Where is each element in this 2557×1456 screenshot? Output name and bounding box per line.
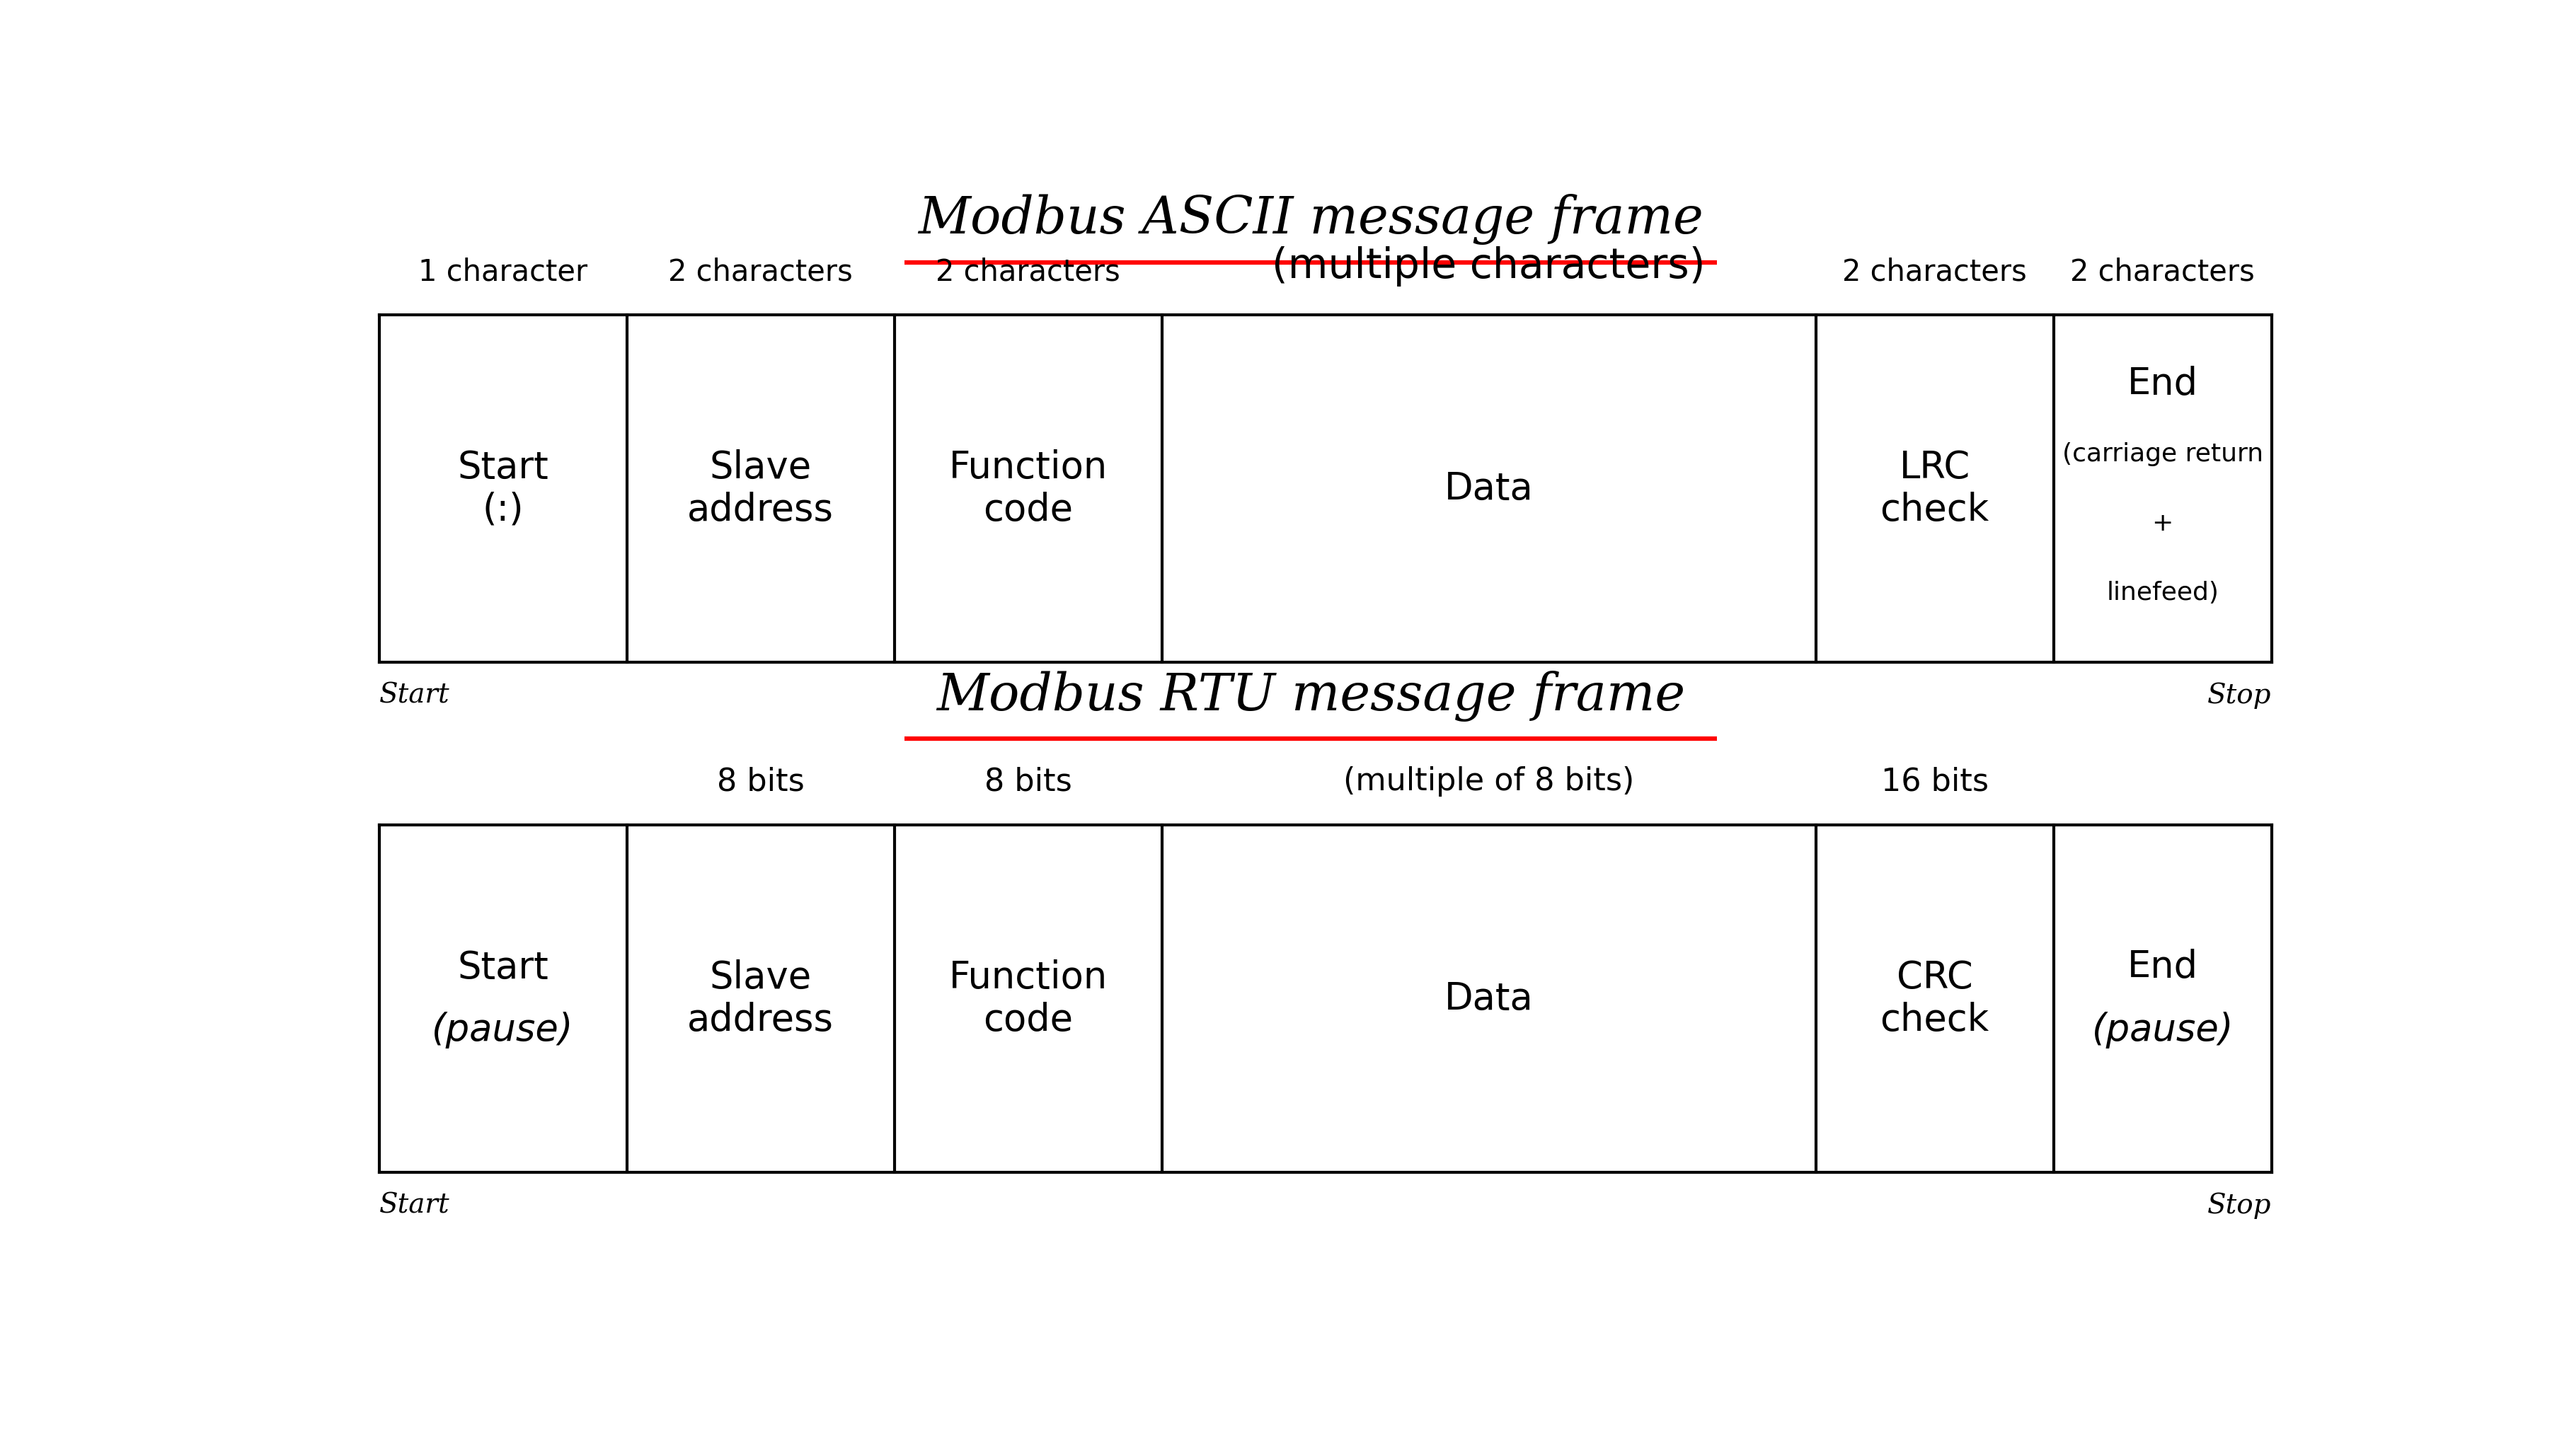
Text: Data: Data (1445, 980, 1534, 1018)
Text: 2 characters: 2 characters (1844, 258, 2028, 287)
Text: (multiple characters): (multiple characters) (1271, 246, 1706, 287)
Text: 8 bits: 8 bits (984, 766, 1071, 796)
Text: Start
(:): Start (:) (458, 448, 550, 529)
Text: Function
code: Function code (949, 960, 1107, 1038)
Text: Stop: Stop (2207, 683, 2271, 709)
Text: 1 character: 1 character (419, 258, 588, 287)
Text: (carriage return: (carriage return (2061, 441, 2263, 466)
Text: Stop: Stop (2207, 1192, 2271, 1219)
Text: Modbus ASCII message frame: Modbus ASCII message frame (918, 194, 1703, 245)
Text: +: + (2153, 511, 2173, 536)
Text: 16 bits: 16 bits (1882, 766, 1989, 796)
Text: (pause): (pause) (2092, 1012, 2232, 1048)
Text: Start: Start (458, 949, 550, 986)
Text: Slave
address: Slave address (688, 960, 834, 1038)
Text: 2 characters: 2 characters (2071, 258, 2255, 287)
Text: Start: Start (378, 1192, 450, 1219)
Text: Function
code: Function code (949, 448, 1107, 529)
Text: Slave
address: Slave address (688, 448, 834, 529)
Text: (multiple of 8 bits): (multiple of 8 bits) (1342, 766, 1634, 796)
Text: 2 characters: 2 characters (667, 258, 854, 287)
Text: LRC
check: LRC check (1879, 448, 1989, 529)
Text: (pause): (pause) (432, 1012, 573, 1048)
Text: End: End (2127, 949, 2199, 986)
Text: Data: Data (1445, 470, 1534, 507)
Text: Start: Start (378, 683, 450, 709)
Text: 2 characters: 2 characters (936, 258, 1120, 287)
Text: Modbus RTU message frame: Modbus RTU message frame (936, 671, 1685, 722)
Text: 8 bits: 8 bits (716, 766, 805, 796)
Text: linefeed): linefeed) (2107, 581, 2219, 604)
Text: CRC
check: CRC check (1879, 960, 1989, 1038)
Text: End: End (2127, 365, 2199, 403)
